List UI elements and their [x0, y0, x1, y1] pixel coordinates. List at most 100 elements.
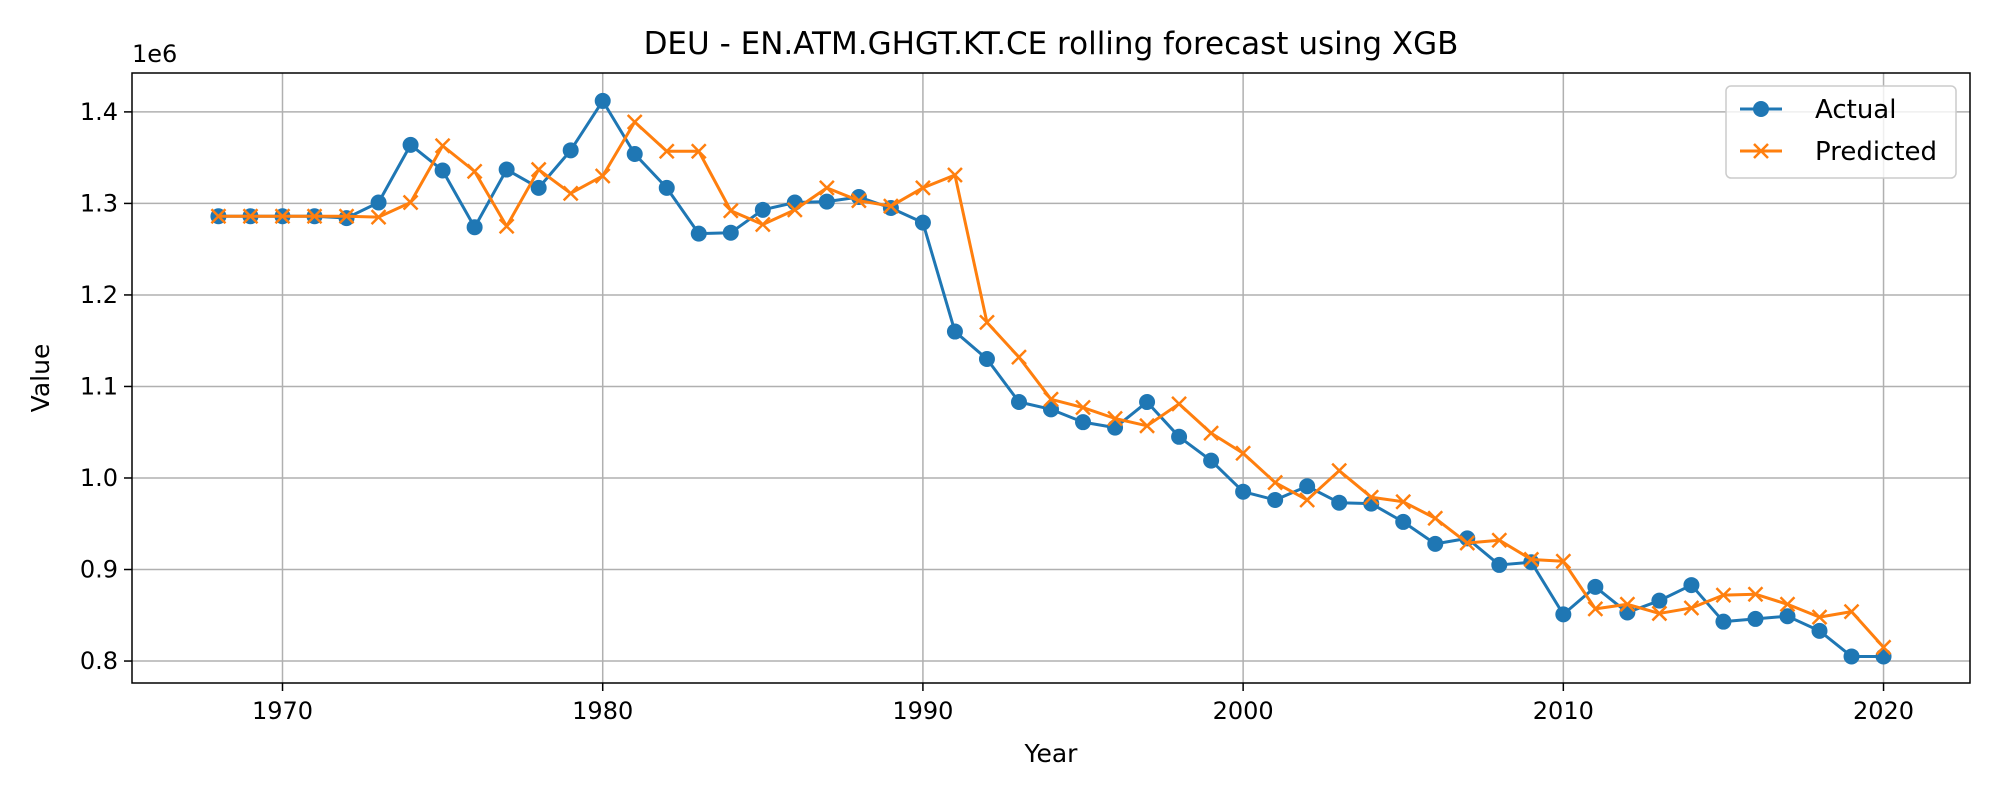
actual-point — [978, 351, 995, 368]
predicted-point — [626, 114, 643, 130]
actual-point — [498, 161, 515, 178]
predicted-point — [1843, 603, 1860, 620]
predicted-point — [1683, 600, 1700, 616]
actual-point — [658, 179, 675, 196]
x-tick-label: 1970 — [252, 697, 313, 725]
predicted-point — [434, 137, 451, 154]
predicted-point — [1011, 349, 1027, 366]
predicted-point — [1267, 474, 1284, 491]
predicted-point — [1139, 417, 1155, 434]
chart-title: DEU - EN.ATM.GHGT.KT.CE rolling forecast… — [644, 26, 1459, 62]
predicted-point — [1747, 586, 1764, 603]
series — [210, 92, 1892, 665]
predicted-point — [1555, 553, 1572, 570]
predicted-point — [1427, 510, 1444, 527]
y-offset-text: 1e6 — [132, 40, 177, 68]
actual-point — [594, 92, 611, 109]
predicted-point — [1171, 395, 1187, 412]
predicted-point — [1587, 600, 1604, 617]
actual-point — [1715, 613, 1732, 630]
actual-point — [1651, 592, 1668, 609]
x-tick-label: 2010 — [1533, 697, 1594, 725]
predicted-point — [562, 185, 579, 202]
actual-point — [1427, 535, 1444, 552]
predicted-point — [1875, 639, 1892, 656]
actual-point — [1107, 419, 1124, 436]
predicted-point — [1619, 596, 1636, 613]
predicted-point — [530, 161, 547, 178]
actual-point — [1299, 478, 1316, 495]
predicted-point — [850, 192, 867, 209]
predicted-point — [754, 216, 771, 233]
legend-actual-label: Actual — [1815, 95, 1896, 125]
actual-point — [1043, 401, 1059, 418]
actual-point — [1139, 394, 1156, 411]
predicted-point — [274, 208, 291, 225]
predicted-point — [402, 194, 419, 211]
predicted-point — [1715, 587, 1732, 604]
y-axis-label: Value — [26, 344, 55, 413]
predicted-point — [1651, 605, 1668, 622]
actual-point — [1491, 556, 1508, 573]
actual-point — [402, 136, 419, 153]
predicted-point — [1331, 462, 1348, 479]
actual-point — [1875, 648, 1892, 665]
y-tick-label: 1.0 — [80, 464, 118, 492]
actual-point — [1683, 577, 1700, 594]
x-axis-label: Year — [1024, 739, 1079, 768]
actual-point — [562, 142, 579, 159]
predicted-point — [658, 143, 675, 160]
actual-point — [1267, 491, 1284, 508]
predicted-point — [722, 202, 739, 219]
actual-point — [466, 219, 483, 236]
actual-point — [1747, 610, 1764, 627]
predicted-point — [1203, 425, 1219, 442]
legend: Actual Predicted — [1725, 85, 1957, 179]
actual-point — [1587, 578, 1604, 595]
predicted-point — [210, 208, 227, 225]
predicted-point — [1235, 445, 1252, 462]
predicted-point — [1363, 489, 1380, 506]
predicted-point — [818, 179, 835, 196]
predicted-point — [979, 314, 995, 331]
predicted-point — [1811, 609, 1828, 625]
predicted-point — [1075, 399, 1091, 416]
predicted-point — [242, 208, 259, 225]
predicted-point — [786, 201, 803, 218]
predicted-point — [498, 218, 515, 235]
actual-point — [1395, 513, 1412, 530]
y-tick-label: 1.3 — [80, 189, 118, 217]
predicted-point — [1107, 410, 1123, 427]
y-tick-label: 1.2 — [80, 281, 118, 309]
predicted-point — [338, 208, 355, 225]
x-tick-label: 1980 — [572, 697, 633, 725]
y-tick-label: 1.1 — [80, 372, 118, 400]
x-tick-label: 2000 — [1213, 697, 1274, 725]
predicted-point — [915, 179, 931, 196]
predicted-point — [1491, 532, 1508, 549]
predicted-point — [1779, 596, 1796, 613]
legend-actual-marker — [1753, 101, 1769, 117]
actual-point — [434, 162, 451, 179]
predicted-point — [1299, 492, 1316, 508]
actual-point — [754, 201, 771, 218]
actual-point — [1010, 394, 1027, 411]
plot-frame — [131, 72, 1971, 684]
predicted-point — [883, 198, 899, 215]
actual-point — [722, 224, 739, 241]
actual-point — [914, 214, 931, 231]
actual-point — [1235, 483, 1252, 500]
predicted-point — [947, 167, 963, 183]
actual-point — [1171, 428, 1188, 445]
actual-point — [1555, 606, 1572, 623]
predicted-point — [370, 209, 387, 226]
actual-point — [1331, 494, 1348, 511]
actual-point — [530, 179, 547, 196]
actual-point — [338, 210, 355, 227]
y-tick-label: 0.8 — [80, 647, 118, 675]
predicted-point — [306, 208, 323, 225]
x-tick-label: 2020 — [1853, 697, 1914, 725]
actual-point — [946, 323, 963, 340]
predicted-point — [1395, 493, 1412, 510]
